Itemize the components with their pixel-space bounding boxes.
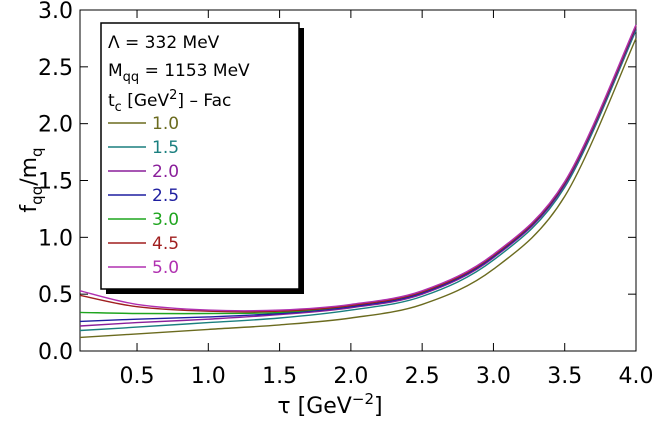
y-axis-title: fqq/mq xyxy=(17,147,46,212)
legend-label-5.0: 5.0 xyxy=(152,258,179,278)
x-tick-label: 2.5 xyxy=(405,364,440,389)
legend-lambda: Λ = 332 MeV xyxy=(108,33,220,53)
y-tick-label: 1.0 xyxy=(38,226,73,251)
series-line-1.0 xyxy=(79,38,637,339)
legend-label-1.5: 1.5 xyxy=(152,138,179,158)
x-tick-label: 4.0 xyxy=(619,364,654,389)
y-tick-label: 0.0 xyxy=(38,340,73,365)
x-tick-label: 2.0 xyxy=(333,364,368,389)
y-tick-labels: 0.0 0.5 1.0 1.5 2.0 2.5 3.0 xyxy=(38,0,73,365)
legend-label-3.0: 3.0 xyxy=(152,210,179,230)
x-tick-label: 3.0 xyxy=(476,364,511,389)
series-line-1.5 xyxy=(79,30,637,332)
x-tick-labels: 0.5 1.0 1.5 2.0 2.5 3.0 3.5 4.0 xyxy=(120,364,654,389)
x-tick-label: 1.0 xyxy=(191,364,226,389)
ticks xyxy=(80,9,637,352)
legend-entries: 1.0 1.5 2.0 2.5 3.0 4.5 5.0 xyxy=(108,114,179,278)
series-lines xyxy=(79,24,637,339)
y-tick-label: 1.5 xyxy=(38,170,73,195)
x-tick-label: 0.5 xyxy=(120,364,155,389)
x-tick-label: 1.5 xyxy=(262,364,297,389)
series-line-5.0 xyxy=(79,24,637,312)
legend-label-2.0: 2.0 xyxy=(152,162,179,182)
legend-box xyxy=(100,22,300,290)
x-tick-label: 3.5 xyxy=(547,364,582,389)
legend-label-4.5: 4.5 xyxy=(152,234,179,254)
y-tick-label: 3.0 xyxy=(38,0,73,24)
y-tick-label: 2.0 xyxy=(38,113,73,138)
y-tick-label: 2.5 xyxy=(38,56,73,81)
legend-label-1.0: 1.0 xyxy=(152,114,179,134)
x-axis-title: τ [GeV−2] xyxy=(277,390,382,419)
legend-label-2.5: 2.5 xyxy=(152,186,179,206)
y-tick-label: 0.5 xyxy=(38,283,73,308)
